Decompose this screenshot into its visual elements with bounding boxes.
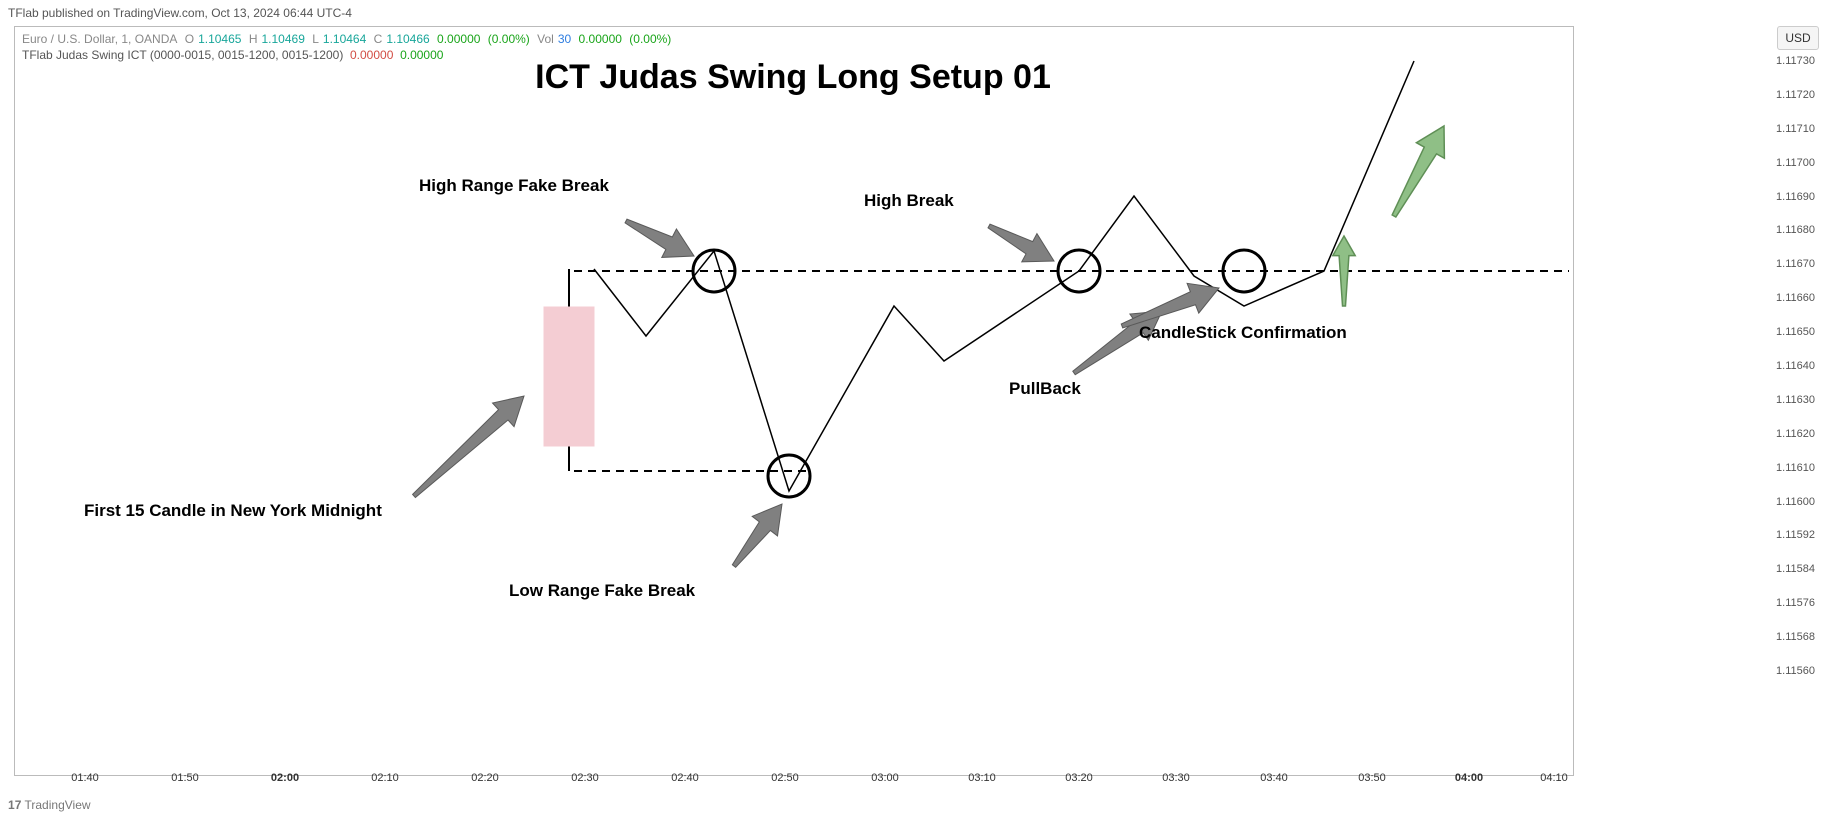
y-tick: 1.11600 bbox=[1759, 496, 1815, 508]
annotation-label: CandleStick Confirmation bbox=[1139, 323, 1347, 343]
y-tick: 1.11650 bbox=[1759, 326, 1815, 338]
y-tick: 1.11690 bbox=[1759, 191, 1815, 203]
annotation-label: High Break bbox=[864, 191, 954, 211]
y-tick: 1.11568 bbox=[1759, 631, 1815, 643]
y-axis: 1.11730 1.11720 1.11710 1.11700 1.11690 1.116… bbox=[1759, 26, 1819, 774]
y-tick: 1.11640 bbox=[1759, 360, 1815, 372]
y-tick: 1.11730 bbox=[1759, 55, 1815, 67]
chart-canvas bbox=[14, 26, 1572, 774]
annotation-label: Low Range Fake Break bbox=[509, 581, 695, 601]
y-tick: 1.11700 bbox=[1759, 157, 1815, 169]
y-tick: 1.11620 bbox=[1759, 428, 1815, 440]
y-tick: 1.11660 bbox=[1759, 292, 1815, 304]
y-tick: 1.11584 bbox=[1759, 563, 1815, 575]
annotation-label: PullBack bbox=[1009, 379, 1081, 399]
y-tick: 1.11630 bbox=[1759, 394, 1815, 406]
tradingview-logo: 17 TradingView bbox=[8, 798, 91, 812]
y-tick: 1.11576 bbox=[1759, 597, 1815, 609]
y-tick: 1.11592 bbox=[1759, 529, 1815, 541]
y-tick: 1.11560 bbox=[1759, 665, 1815, 677]
published-line: TFlab published on TradingView.com, Oct … bbox=[8, 6, 352, 20]
y-tick: 1.11680 bbox=[1759, 224, 1815, 236]
annotation-label: First 15 Candle in New York Midnight bbox=[84, 501, 382, 521]
x-axis: 01:4001:5002:0002:1002:2002:3002:4002:50… bbox=[14, 772, 1572, 794]
y-tick: 1.11610 bbox=[1759, 462, 1815, 474]
y-tick: 1.11720 bbox=[1759, 89, 1815, 101]
y-tick: 1.11670 bbox=[1759, 258, 1815, 270]
y-tick: 1.11710 bbox=[1759, 123, 1815, 135]
annotation-label: High Range Fake Break bbox=[419, 176, 609, 196]
